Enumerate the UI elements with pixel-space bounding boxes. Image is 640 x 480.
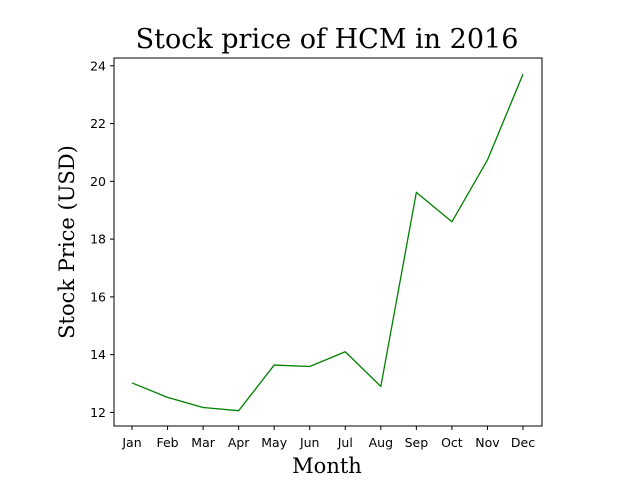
x-tick-label: Apr bbox=[228, 435, 250, 450]
plot-area-frame bbox=[113, 57, 543, 427]
x-tick-label: Aug bbox=[369, 435, 393, 450]
y-tick-label: 22 bbox=[90, 116, 106, 131]
x-tick-label: Sep bbox=[405, 435, 429, 450]
y-tick-label: 24 bbox=[90, 58, 106, 73]
y-tick-label: 20 bbox=[90, 174, 106, 189]
chart-title: Stock price of HCM in 2016 bbox=[136, 24, 519, 55]
y-tick-label: 14 bbox=[90, 347, 106, 362]
x-tick-label: Oct bbox=[441, 435, 463, 450]
x-tick-label: Jun bbox=[299, 435, 320, 450]
x-axis-ticks: Jan Feb Mar Apr May Jun Jul Aug Sep Oct Nov Dec bbox=[121, 426, 535, 450]
x-tick-label: Feb bbox=[156, 435, 178, 450]
x-tick-label: Dec bbox=[511, 435, 535, 450]
x-tick-label: Mar bbox=[191, 435, 215, 450]
x-tick-label: Jul bbox=[337, 435, 353, 450]
y-tick-label: 18 bbox=[90, 232, 106, 247]
series-line bbox=[131, 73, 524, 412]
y-axis-ticks: 12 14 16 18 20 22 24 bbox=[90, 58, 114, 420]
x-tick-label: May bbox=[261, 435, 287, 450]
y-tick-label: 16 bbox=[90, 289, 106, 304]
x-tick-label: Jan bbox=[121, 435, 141, 450]
x-axis-label: Month bbox=[292, 454, 362, 478]
y-tick-label: 12 bbox=[90, 405, 106, 420]
y-axis-label: Stock Price (USD) bbox=[55, 145, 79, 339]
series-layer bbox=[131, 73, 524, 412]
x-tick-label: Nov bbox=[475, 435, 500, 450]
